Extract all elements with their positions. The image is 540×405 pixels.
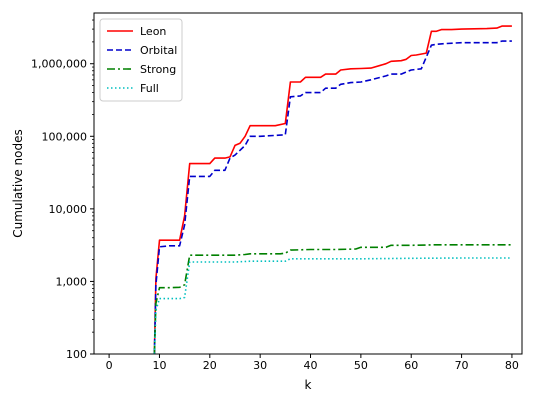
y-tick-label: 1,000,000 (31, 58, 87, 71)
x-tick-label: 0 (106, 359, 113, 372)
x-tick-label: 80 (505, 359, 519, 372)
tick-layer: 0 10 20 30 40 50 60 70 80 100 1,000 10,000 100,000 1,… (31, 19, 519, 372)
x-tick-label: 60 (404, 359, 418, 372)
legend: Leon Orbital Strong Full (99, 18, 183, 102)
y-tick-label: 100,000 (42, 130, 88, 143)
plot-frame (93, 12, 523, 355)
x-axis-label: k (305, 378, 312, 392)
series-line-leon (153, 25, 512, 355)
legend-label-full: Full (140, 82, 159, 95)
y-tick-label: 100 (66, 348, 87, 361)
x-tick-label: 40 (304, 359, 318, 372)
x-tick-label: 20 (203, 359, 217, 372)
legend-label-leon: Leon (140, 25, 166, 38)
y-tick-label: 1,000 (56, 275, 88, 288)
legend-label-strong: Strong (140, 63, 176, 76)
x-tick-label: 10 (152, 359, 166, 372)
series-layer (153, 25, 512, 355)
series-line-strong (153, 244, 512, 355)
y-tick-label: 10,000 (49, 203, 88, 216)
x-tick-label: 30 (253, 359, 267, 372)
series-line-orbital (153, 40, 512, 355)
legend-box (99, 18, 183, 102)
x-tick-label: 50 (354, 359, 368, 372)
y-axis-label: Cumulative nodes (11, 129, 25, 238)
x-tick-label: 70 (455, 359, 469, 372)
legend-label-orbital: Orbital (140, 44, 177, 57)
